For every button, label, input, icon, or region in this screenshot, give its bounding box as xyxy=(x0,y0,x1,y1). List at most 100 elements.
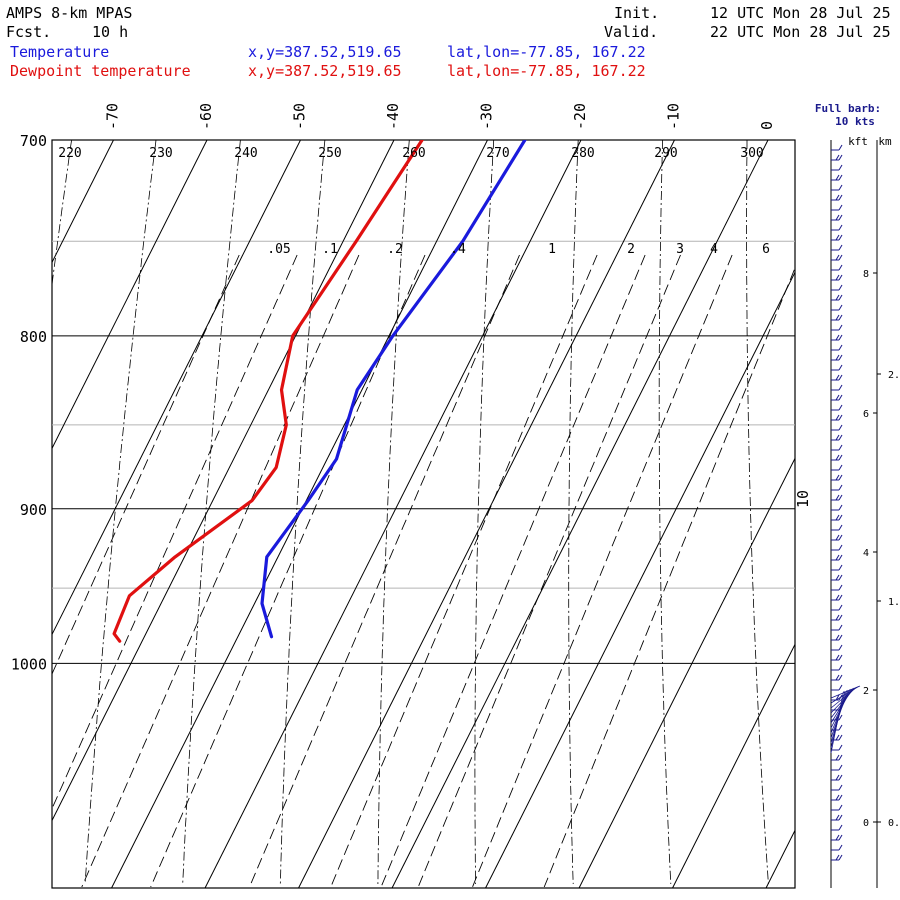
mixing-ratio-line xyxy=(249,254,520,888)
wind-barb xyxy=(831,824,843,831)
wind-barb xyxy=(831,454,843,461)
wind-barb xyxy=(831,254,843,261)
mixing-ratio-label: 4 xyxy=(710,242,718,257)
mixing-ratio-line xyxy=(417,254,681,888)
mixing-ratio-label: .2 xyxy=(387,242,403,257)
dry-adiabat-label: 250 xyxy=(318,146,341,161)
wind-barb xyxy=(831,814,843,821)
isotherm-line xyxy=(52,140,208,450)
wind-barb xyxy=(831,854,843,861)
wind-barb xyxy=(831,474,843,481)
mixing-ratio-label: .05 xyxy=(267,242,290,257)
wind-barb xyxy=(831,514,843,521)
wind-barb xyxy=(831,314,843,321)
dry-adiabat-label: 230 xyxy=(149,146,172,161)
mixing-ratio-line xyxy=(472,254,733,888)
wind-barb xyxy=(831,784,843,791)
wind-barb xyxy=(831,374,843,381)
legend-temperature-latlon: lat,lon=-77.85, 167.22 xyxy=(447,43,646,61)
model-title: AMPS 8-km MPAS xyxy=(6,4,133,22)
legend-temperature-name: Temperature xyxy=(10,43,110,61)
temperature-tick-label: -20 xyxy=(571,103,589,130)
pressure-label-800: 800 xyxy=(20,328,47,346)
temperature-profile-line xyxy=(260,140,527,639)
wind-barb xyxy=(831,174,843,181)
kft-tick-label: 2 xyxy=(863,686,869,697)
mixing-ratio-line xyxy=(380,254,646,888)
isotherm-line xyxy=(485,271,795,888)
mixing-ratio-line xyxy=(543,266,795,888)
wind-barb xyxy=(831,734,843,741)
wind-barb xyxy=(831,324,843,331)
wind-barb xyxy=(831,244,843,251)
wind-barb xyxy=(831,674,843,681)
wind-barb xyxy=(831,434,843,441)
dry-adiabat-line xyxy=(568,140,579,885)
temperature-tick-label: -10 xyxy=(665,103,683,130)
wind-barb xyxy=(831,394,843,401)
kft-axis-label: kft xyxy=(848,135,868,148)
wind-barb xyxy=(831,214,843,221)
dry-adiabat-line xyxy=(746,140,769,885)
isotherm-line xyxy=(204,140,582,888)
wind-barb xyxy=(831,364,843,371)
dry-adiabat-label: 270 xyxy=(486,146,509,161)
mixing-ratio-line xyxy=(52,254,240,676)
fcst-value: 10 h xyxy=(92,23,129,41)
dry-adiabat-label: 260 xyxy=(402,146,425,161)
isotherm-line xyxy=(52,140,114,264)
mixing-ratio-label: 6 xyxy=(762,242,770,257)
legend-dewpoint-latlon: lat,lon=-77.85, 167.22 xyxy=(447,62,646,80)
wind-barb xyxy=(831,584,843,591)
wind-barb xyxy=(831,614,843,621)
temperature-tick-label: -70 xyxy=(104,103,122,130)
dewpoint-profile-line xyxy=(112,140,424,643)
km-tick-label: 2. xyxy=(888,370,900,381)
wind-barb xyxy=(831,304,843,311)
dry-adiabat-line xyxy=(279,140,326,885)
wind-barb xyxy=(831,744,843,751)
wind-barb xyxy=(831,484,843,491)
mixing-ratio-line xyxy=(81,254,360,888)
wind-barb xyxy=(831,534,843,541)
mixing-ratio-label: 1 xyxy=(548,242,556,257)
temperature-tick-label: -50 xyxy=(291,103,309,130)
wind-barb xyxy=(831,794,843,801)
wind-barb xyxy=(831,644,843,651)
wind-barb xyxy=(831,354,843,361)
wind-barb xyxy=(831,284,843,291)
wind-barb xyxy=(831,654,843,661)
fcst-label: Fcst. xyxy=(6,23,52,41)
wind-barb xyxy=(831,234,843,241)
wind-barb xyxy=(831,414,843,421)
wind-barb xyxy=(831,444,843,451)
kft-tick-label: 0 xyxy=(863,818,869,829)
wind-barb xyxy=(831,164,843,171)
isotherm-line xyxy=(0,140,20,888)
init-label: Init. xyxy=(614,4,660,22)
kft-tick-label: 8 xyxy=(863,269,869,280)
mixing-ratio-label: 2 xyxy=(627,242,635,257)
dry-adiabat-line xyxy=(832,140,867,884)
temperature-tick-label: 0 xyxy=(758,121,776,130)
temperature-tick-label: -40 xyxy=(384,103,402,130)
wind-barb xyxy=(831,844,843,851)
pressure-label-1000: 1000 xyxy=(11,655,47,673)
isotherm-line xyxy=(578,457,795,888)
wind-barb xyxy=(831,344,843,351)
isotherm-line xyxy=(391,140,769,888)
wind-barb xyxy=(831,144,843,151)
wind-barb xyxy=(831,464,843,471)
dry-adiabat-label: 240 xyxy=(234,146,257,161)
wind-barb xyxy=(831,554,843,561)
kft-tick-label: 6 xyxy=(863,409,869,420)
wind-barb xyxy=(831,384,843,391)
isotherm-line xyxy=(672,643,795,888)
temperature-tick-label: -60 xyxy=(197,103,215,130)
mixing-ratio-label: .4 xyxy=(450,242,466,257)
km-axis-label: km xyxy=(878,135,892,148)
wind-barb xyxy=(831,664,843,671)
wind-barb xyxy=(831,764,843,771)
wind-barb xyxy=(831,754,843,761)
dry-adiabat-line xyxy=(52,140,72,288)
